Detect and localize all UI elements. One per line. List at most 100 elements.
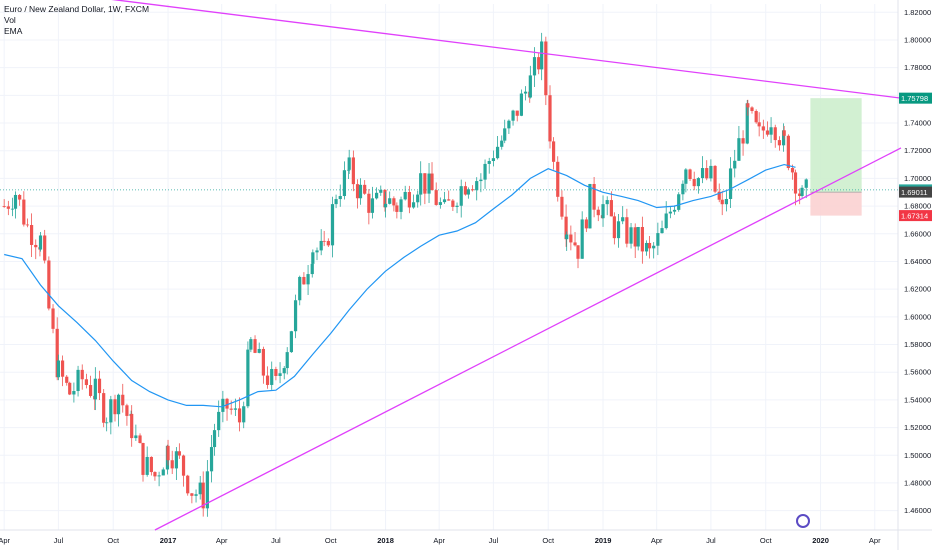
candle-body <box>423 173 427 194</box>
candle-body <box>346 169 351 171</box>
candle-body <box>407 191 411 208</box>
candle-body <box>338 196 342 200</box>
candle-body <box>455 205 459 207</box>
candle-body <box>65 376 69 383</box>
candle-body <box>145 456 149 475</box>
candle-body <box>741 138 745 144</box>
candle-body <box>724 198 728 205</box>
price-axis-label: 1.82000 <box>904 8 931 17</box>
candle-body <box>548 95 552 142</box>
candle-body <box>500 140 504 147</box>
candle-body <box>672 209 677 212</box>
candle-body <box>2 206 6 207</box>
price-tag-label: 1.75798 <box>901 94 928 103</box>
candle-body <box>430 173 434 191</box>
candle-body <box>786 135 790 169</box>
candle-body <box>750 107 754 112</box>
candle-body <box>105 422 109 424</box>
candle-body <box>388 198 392 204</box>
candle-body <box>383 203 388 208</box>
price-axis-label: 1.62000 <box>904 285 931 294</box>
candle-body <box>22 199 26 225</box>
candle-body <box>427 173 431 194</box>
candle-body <box>754 111 758 123</box>
candle-body <box>209 447 214 472</box>
candle-body <box>289 331 293 353</box>
candle-body <box>51 308 55 329</box>
candle-body <box>733 160 737 169</box>
candle-body <box>544 41 548 96</box>
candle-body <box>761 126 765 131</box>
candle-body <box>138 435 142 444</box>
candle-body <box>777 140 782 146</box>
candle-body <box>141 443 145 475</box>
candle-body <box>351 157 355 185</box>
candle-body <box>633 227 637 247</box>
candle-body <box>43 235 47 261</box>
candle-body <box>745 103 749 144</box>
time-axis-label: Apr <box>869 536 881 545</box>
candle-body <box>609 200 613 217</box>
candle-body <box>38 235 43 250</box>
volume-label: Vol <box>4 15 16 25</box>
trendline-upper <box>111 0 902 99</box>
candle-body <box>10 208 15 210</box>
price-axis-label: 1.48000 <box>904 478 931 487</box>
time-axis-label: Jul <box>271 536 281 545</box>
candle-body <box>438 202 442 205</box>
price-tag-label: 1.67314 <box>901 211 928 220</box>
time-axis-label: Oct <box>325 536 338 545</box>
price-axis-label: 1.66000 <box>904 229 931 238</box>
candle-body <box>495 146 500 159</box>
candle-body <box>532 57 537 76</box>
candle-body <box>616 221 621 239</box>
candle-body <box>212 430 217 448</box>
price-axis-label: 1.64000 <box>904 257 931 266</box>
price-axis-label: 1.70000 <box>904 174 931 183</box>
candle-body <box>728 168 733 199</box>
candle-body <box>311 252 315 264</box>
time-axis-label: Jul <box>54 536 64 545</box>
candle-body <box>80 369 84 380</box>
ema-label: EMA <box>4 26 23 36</box>
target-zone <box>810 98 862 193</box>
candle-body <box>88 385 93 396</box>
candle-body <box>25 224 30 226</box>
candle-body <box>149 456 153 473</box>
candle-body <box>713 165 717 192</box>
candle-body <box>261 348 265 376</box>
candle-body <box>374 192 379 199</box>
candle-body <box>229 408 233 410</box>
candle-body <box>265 375 270 385</box>
candle-body <box>29 225 34 245</box>
price-axis-label: 1.72000 <box>904 146 931 155</box>
candle-body <box>596 209 600 216</box>
candle-body <box>537 57 541 70</box>
price-tag-label: 1.69011 <box>901 188 928 197</box>
candle-body <box>6 206 10 209</box>
price-axis-label: 1.54000 <box>904 395 931 404</box>
ema-line <box>4 163 796 408</box>
candle-body <box>134 435 138 439</box>
price-axis-label: 1.68000 <box>904 202 931 211</box>
candle-body <box>540 41 544 70</box>
candle-body <box>737 138 741 161</box>
time-axis-label: Oct <box>542 536 555 545</box>
candle-body <box>399 199 403 212</box>
candle-body <box>392 198 396 206</box>
time-axis-label: 2018 <box>377 536 394 545</box>
price-axis-label: 1.58000 <box>904 340 931 349</box>
candle-body <box>612 216 616 239</box>
candle-body <box>363 184 367 194</box>
candle-body <box>186 475 190 494</box>
candle-body <box>573 242 577 246</box>
candle-body <box>442 199 447 203</box>
candle-body <box>302 276 306 285</box>
candle-body <box>688 169 692 180</box>
candle-body <box>793 172 798 194</box>
candle-body <box>451 200 455 207</box>
candle-body <box>519 93 524 116</box>
candle-body <box>403 191 407 200</box>
candle-body <box>395 205 399 212</box>
